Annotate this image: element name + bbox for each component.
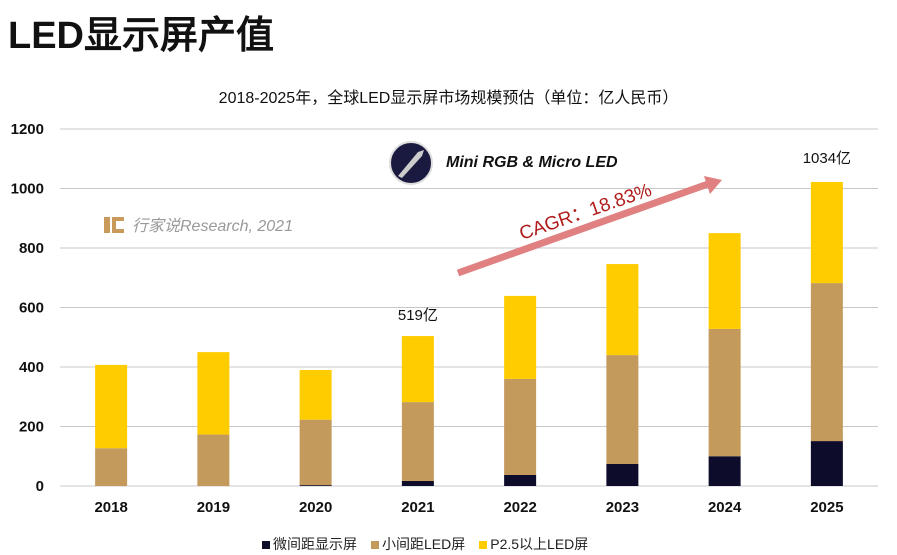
- bar-segment: [708, 456, 741, 486]
- y-tick-label: 1000: [11, 181, 44, 198]
- y-tick-label: 600: [19, 300, 44, 317]
- brand-logo-icon: [104, 217, 124, 233]
- bar-segment: [299, 419, 332, 486]
- bar-segment: [299, 369, 332, 420]
- y-tick-label: 800: [19, 240, 44, 257]
- data-label-2025: 1034亿: [803, 150, 851, 167]
- bar-segment: [606, 355, 639, 464]
- bar-segment: [197, 434, 230, 486]
- legend-label: P2.5以上LED屏: [490, 536, 589, 552]
- page-title: LED显示屏产值: [8, 15, 275, 57]
- y-tick-label: 200: [19, 419, 44, 436]
- bar-segment: [606, 264, 639, 356]
- x-tick-label: 2025: [810, 499, 843, 516]
- watermark: 行家说Research, 2021: [102, 212, 293, 236]
- bar-segment: [197, 352, 230, 435]
- bar-segment: [708, 233, 741, 329]
- bar-segment: [401, 480, 434, 486]
- badge-text: Mini RGB & Micro LED: [446, 154, 618, 171]
- x-tick-label: 2024: [708, 499, 742, 516]
- legend-item: 微间距显示屏: [262, 534, 357, 554]
- bar-segment: [299, 485, 332, 486]
- bar-segment: [95, 364, 128, 449]
- bar-segment: [401, 336, 434, 403]
- bar-segment: [606, 463, 639, 486]
- y-tick-label: 400: [19, 359, 44, 376]
- x-tick-label: 2022: [503, 499, 536, 516]
- legend: 微间距显示屏 小间距LED屏 P2.5以上LED屏: [262, 534, 588, 554]
- rocket-icon: [389, 141, 433, 185]
- bar-segment: [95, 448, 128, 486]
- x-tick-label: 2019: [197, 499, 230, 516]
- data-label-2021: 519亿: [398, 307, 438, 324]
- badge: Mini RGB & Micro LED: [388, 140, 618, 186]
- cagr-arrowhead: [704, 176, 722, 194]
- bar-segment: [504, 474, 537, 486]
- legend-item: 小间距LED屏: [371, 534, 465, 554]
- cagr-arrow: [456, 180, 710, 277]
- bar-segment: [401, 402, 434, 481]
- legend-label: 微间距显示屏: [273, 536, 357, 552]
- chart-title: 2018-2025年，全球LED显示屏市场规模预估（单位：亿人民币）: [218, 90, 679, 107]
- bar-segment: [708, 328, 741, 457]
- x-tick-label: 2023: [606, 499, 639, 516]
- x-tick-label: 2021: [401, 499, 434, 516]
- bar-segment: [504, 295, 537, 379]
- y-tick-label: 0: [36, 478, 44, 495]
- bar-segment: [810, 181, 843, 284]
- x-tick-label: 2018: [94, 499, 127, 516]
- bar-segment: [810, 441, 843, 486]
- watermark-text: 行家说Research, 2021: [132, 218, 293, 235]
- bar-segment: [810, 283, 843, 442]
- y-tick-label: 1200: [11, 121, 44, 138]
- bar-segment: [504, 378, 537, 475]
- legend-label: 小间距LED屏: [382, 536, 466, 552]
- x-tick-label: 2020: [299, 499, 332, 516]
- legend-item: P2.5以上LED屏: [479, 534, 588, 554]
